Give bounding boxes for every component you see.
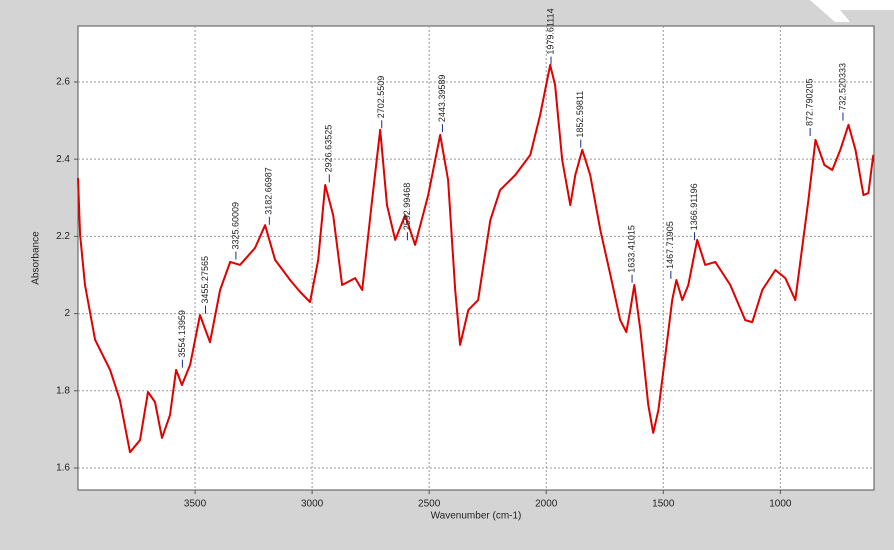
y-axis-label: Absorbance: [31, 231, 42, 285]
x-tick-label: 1000: [769, 499, 792, 510]
peak-label: 2702.5509: [376, 76, 386, 119]
y-tick-label: 2.4: [56, 154, 70, 165]
y-tick-label: 2.2: [56, 231, 70, 242]
x-tick-label: 3500: [184, 499, 207, 510]
peak-label: 3554.13959: [177, 310, 187, 358]
y-tick-label: 1.8: [56, 385, 70, 396]
x-tick-label: 3000: [301, 499, 324, 510]
peak-label: 1467.71905: [665, 221, 675, 269]
spectrum-line: [77, 64, 875, 454]
peak-label: 1852.59811: [575, 91, 585, 138]
x-tick-label: 1500: [652, 499, 675, 510]
y-tick-label: 2: [64, 308, 70, 319]
peak-label: 2592.99468: [402, 183, 412, 231]
peak-label: 1633.41015: [626, 225, 636, 273]
x-tick-label: 2500: [418, 499, 441, 510]
peak-label: 2926.63525: [324, 125, 334, 173]
peak-label: 732.520333: [837, 63, 847, 111]
plot-area: [77, 25, 875, 491]
x-axis-label: Wavenumber (cm-1): [431, 511, 522, 522]
x-tick-label: 2000: [535, 499, 558, 510]
peak-label: 3325.60009: [230, 202, 240, 250]
peak-label: 3455.27565: [200, 256, 210, 304]
y-tick-label: 2.6: [56, 77, 70, 88]
peak-label: 872.790205: [805, 78, 815, 126]
peak-label: 1366.91196: [689, 183, 699, 230]
y-tick-label: 1.6: [56, 463, 70, 474]
peak-label: 3182.66987: [264, 167, 274, 215]
corner: [810, 0, 894, 22]
peak-label: 2443.39589: [437, 75, 447, 123]
peak-label: 1979.61114: [545, 8, 555, 54]
